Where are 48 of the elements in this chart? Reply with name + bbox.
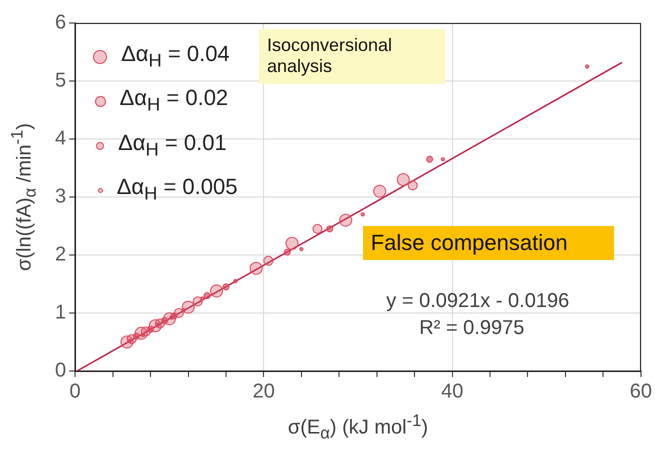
point bbox=[120, 336, 134, 348]
point bbox=[408, 180, 418, 190]
annotation: y = 0.0921x - 0.0196 bbox=[386, 290, 570, 312]
point bbox=[250, 262, 263, 275]
x-tick-label: 60 bbox=[630, 380, 652, 403]
y-tick-label: 4 bbox=[55, 128, 66, 150]
x-tick-label: 0 bbox=[70, 380, 81, 403]
point bbox=[339, 214, 352, 227]
x-tick-label: 20 bbox=[252, 380, 275, 403]
annotation: Isoconversional analysis bbox=[266, 34, 392, 76]
point bbox=[299, 247, 304, 252]
y-tick-label: 5 bbox=[55, 70, 66, 92]
point bbox=[326, 225, 334, 232]
point bbox=[396, 173, 410, 186]
point bbox=[210, 284, 224, 298]
point bbox=[222, 283, 230, 290]
legend-label: Δα$_{H}$ = 0.01 bbox=[118, 128, 227, 162]
y-tick-label: 0 bbox=[55, 360, 66, 382]
y-tick-label: 6 bbox=[55, 12, 66, 34]
callout-box: False compensation bbox=[362, 226, 614, 260]
x-axis-title: σ(E$_{α}$) (kJ mol$^{-1}$) bbox=[286, 411, 430, 444]
point bbox=[585, 64, 590, 69]
point bbox=[192, 296, 203, 306]
point bbox=[426, 156, 434, 163]
point bbox=[373, 184, 386, 198]
x-tick-label: 40 bbox=[441, 380, 464, 403]
legend-label: Δα$_{H}$ = 0.02 bbox=[120, 84, 228, 117]
point bbox=[360, 212, 365, 216]
annotation: R² = 0.9975 bbox=[419, 316, 524, 339]
annotation: False compensation bbox=[370, 230, 568, 255]
point bbox=[174, 308, 184, 318]
y-tick-label: 2 bbox=[55, 244, 66, 266]
legend-label: Δα$_{H}$ = 0.005 bbox=[116, 173, 238, 206]
point bbox=[204, 292, 211, 300]
point bbox=[440, 157, 445, 162]
point bbox=[284, 248, 291, 256]
point bbox=[162, 312, 176, 326]
point bbox=[285, 236, 298, 250]
y-tick-label: 1 bbox=[55, 302, 66, 324]
y-tick-label: 3 bbox=[55, 186, 66, 208]
point bbox=[312, 224, 322, 234]
point bbox=[182, 300, 195, 314]
point bbox=[148, 319, 162, 332]
callout-box: Isoconversional analysis bbox=[258, 28, 445, 84]
point bbox=[134, 326, 148, 340]
point bbox=[233, 279, 238, 284]
point bbox=[263, 256, 274, 266]
legend-label: Δα$_{H}$ = 0.04 bbox=[121, 40, 230, 72]
